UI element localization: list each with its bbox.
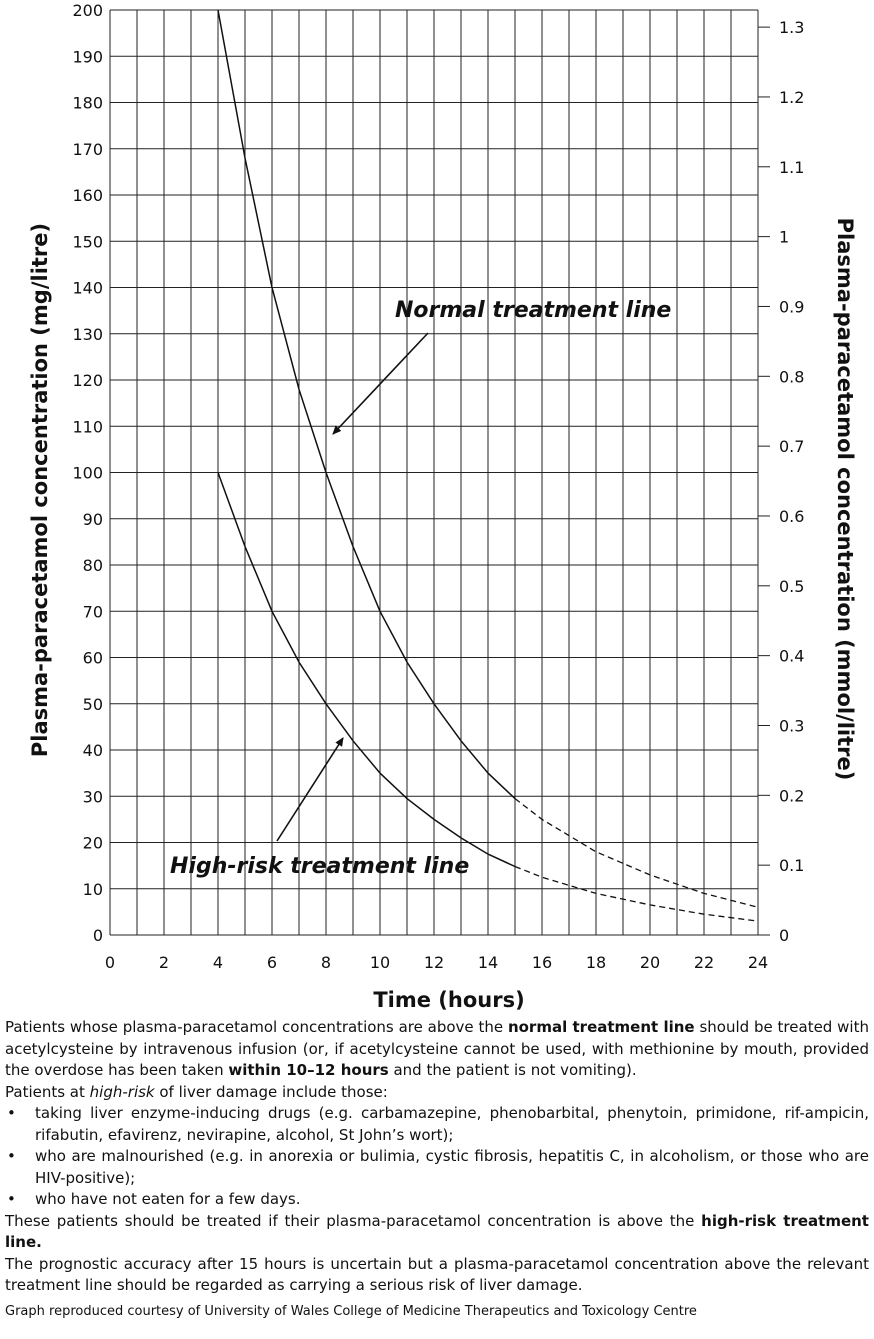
y-tick-label: 70 (83, 602, 103, 621)
x-tick-label: 8 (321, 953, 331, 972)
chart-grid (109, 9, 759, 936)
y-tick-label: 40 (83, 741, 103, 760)
y-right-tick-label: 0.1 (779, 856, 804, 875)
x-tick-label: 2 (159, 953, 169, 972)
y-tick-label: 50 (83, 695, 103, 714)
note-paragraph-1: Patients whose plasma-paracetamol concen… (5, 1018, 869, 1079)
x-tick-label: 18 (586, 953, 606, 972)
y-tick-label: 10 (83, 880, 103, 899)
y-tick-label: 190 (72, 47, 103, 66)
y-right-tick-label: 0.6 (779, 507, 804, 526)
note-paragraph-2: Patients at high-risk of liver damage in… (5, 1082, 388, 1101)
note-paragraph-3: These patients should be treated if thei… (5, 1211, 869, 1252)
y-axis-title-right: Plasma-paracetamol concentration (mmol/l… (833, 218, 857, 781)
y-right-tick-label: 1.3 (779, 18, 804, 37)
y-tick-label: 80 (83, 556, 103, 575)
series-label-high-risk: High-risk treatment line (170, 854, 469, 879)
y-tick-label: 130 (72, 325, 103, 344)
y-tick-label: 90 (83, 510, 103, 529)
x-tick-label: 4 (213, 953, 223, 972)
paracetamol-nomogram: 0102030405060708090100110120130140150160… (28, 1, 857, 1012)
y-tick-label: 150 (72, 232, 103, 251)
series-line-high-risk (217, 472, 516, 868)
list-item: who have not eaten for a few days. (5, 1189, 869, 1211)
y-tick-label: 60 (83, 649, 103, 668)
y-right-tick-label: 0 (779, 926, 789, 945)
series-label-normal: Normal treatment line (395, 298, 671, 323)
y-right-tick-label: 1 (779, 228, 789, 247)
y-right-tick-label: 0.4 (779, 647, 804, 666)
x-tick-label: 20 (640, 953, 660, 972)
y-tick-label: 180 (72, 94, 103, 113)
x-tick-label: 22 (694, 953, 714, 972)
y-tick-label: 140 (72, 279, 103, 298)
y-right-tick-label: 0.7 (779, 437, 804, 456)
high-risk-list: taking liver enzyme-inducing drugs (e.g.… (5, 1103, 869, 1211)
y-tick-label: 30 (83, 787, 103, 806)
y-tick-label: 120 (72, 371, 103, 390)
y-right-tick-label: 0.2 (779, 786, 804, 805)
y-tick-label: 20 (83, 834, 103, 853)
x-tick-label: 16 (532, 953, 552, 972)
high-risk-line-arrow (276, 737, 344, 842)
normal-line-arrow (332, 332, 429, 435)
x-tick-label: 14 (478, 953, 498, 972)
y-tick-label: 0 (93, 926, 103, 945)
y-right-tick-label: 0.5 (779, 577, 804, 596)
x-tick-label: 24 (748, 953, 768, 972)
series-line-normal (217, 9, 516, 800)
y-right-tick-label: 0.3 (779, 716, 804, 735)
note-paragraph-4: The prognostic accuracy after 15 hours i… (5, 1254, 869, 1295)
series-extension-high-risk (514, 865, 759, 922)
series-lines (217, 9, 759, 922)
list-item: who are malnourished (e.g. in anorexia o… (5, 1146, 869, 1189)
y-right-tick-label: 0.9 (779, 297, 804, 316)
y-tick-label: 100 (72, 464, 103, 483)
y-right-tick-label: 0.8 (779, 367, 804, 386)
y-tick-label: 170 (72, 140, 103, 159)
y-tick-label: 110 (72, 417, 103, 436)
x-tick-label: 6 (267, 953, 277, 972)
y-right-tick-label: 1.2 (779, 88, 804, 107)
y-tick-label: 200 (72, 1, 103, 20)
x-tick-label: 0 (105, 953, 115, 972)
x-axis-title: Time (hours) (373, 988, 524, 1012)
credit-line: Graph reproduced courtesy of University … (5, 1303, 697, 1319)
list-item: taking liver enzyme-inducing drugs (e.g.… (5, 1103, 869, 1146)
y-axis-title-left: Plasma-paracetamol concentration (mg/lit… (28, 223, 52, 757)
axis-ticks: 0102030405060708090100110120130140150160… (72, 1, 804, 972)
series-extension-normal (514, 798, 759, 908)
y-tick-label: 160 (72, 186, 103, 205)
y-right-tick-label: 1.1 (779, 158, 804, 177)
x-tick-label: 12 (424, 953, 444, 972)
guidance-notes: Patients whose plasma-paracetamol concen… (5, 1017, 869, 1322)
x-tick-label: 10 (370, 953, 390, 972)
